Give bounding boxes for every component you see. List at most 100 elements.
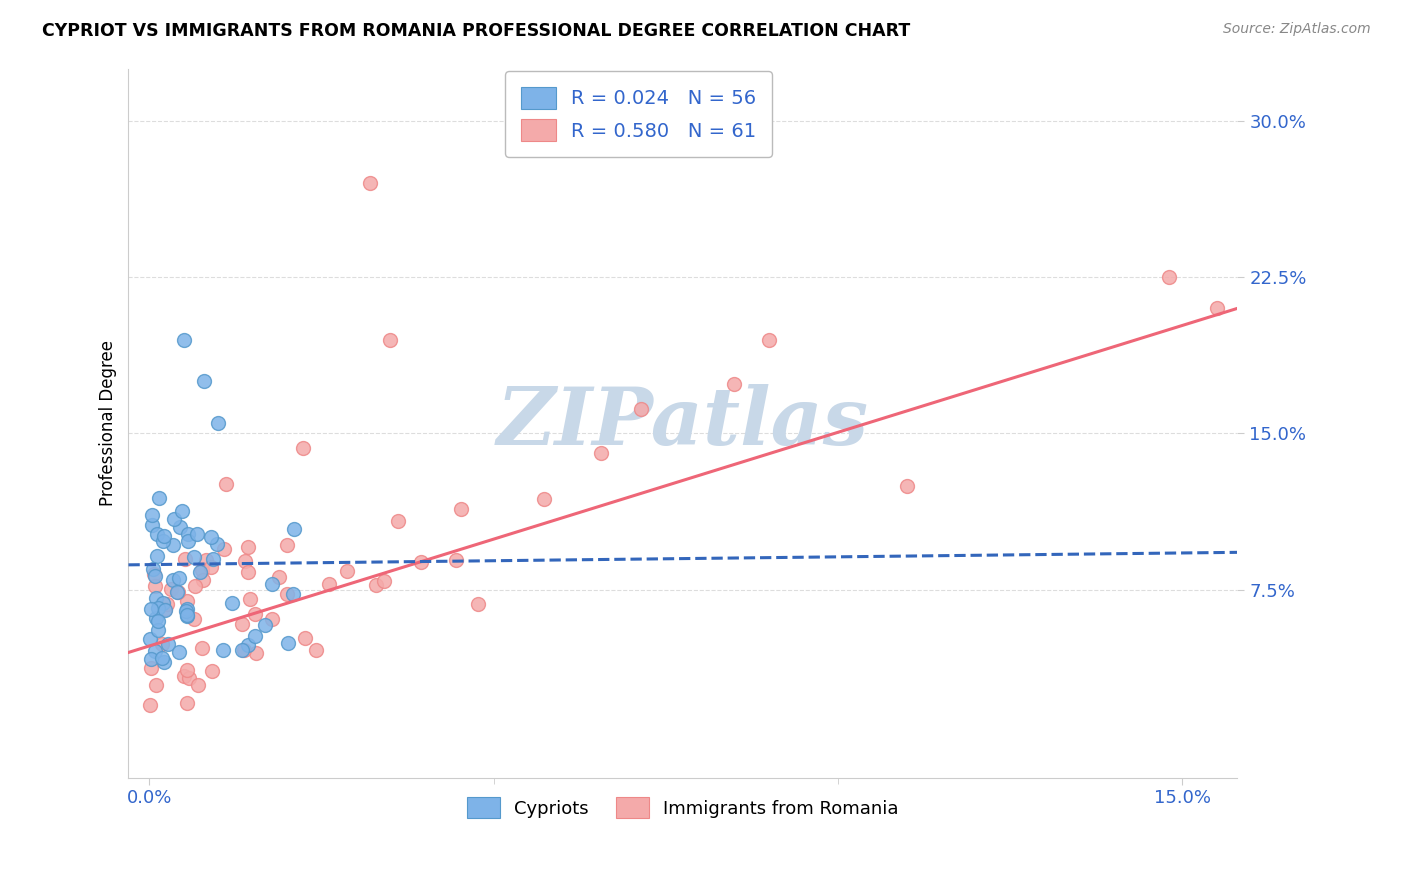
Point bbox=[236, 540, 259, 554]
Point bbox=[150, 650, 173, 665]
Point bbox=[143, 567, 166, 582]
Point bbox=[380, 333, 402, 347]
Point bbox=[153, 655, 176, 669]
Point bbox=[145, 678, 167, 692]
Point bbox=[191, 573, 214, 587]
Point bbox=[318, 577, 340, 591]
Point bbox=[188, 566, 211, 580]
Point bbox=[156, 597, 179, 611]
Point bbox=[336, 565, 359, 579]
Point bbox=[139, 698, 162, 712]
Legend: Cypriots, Immigrants from Romania: Cypriots, Immigrants from Romania bbox=[460, 790, 905, 825]
Point bbox=[176, 607, 198, 622]
Point bbox=[169, 520, 191, 534]
Point bbox=[148, 491, 170, 506]
Point bbox=[177, 672, 200, 686]
Point bbox=[177, 527, 200, 541]
Point bbox=[143, 578, 166, 592]
Point bbox=[364, 578, 387, 592]
Point bbox=[1205, 301, 1227, 316]
Point bbox=[159, 582, 181, 596]
Point bbox=[283, 587, 305, 601]
Point bbox=[200, 530, 222, 544]
Point bbox=[232, 642, 254, 657]
Point bbox=[758, 333, 780, 347]
Point bbox=[163, 512, 186, 526]
Point bbox=[139, 601, 162, 615]
Point bbox=[176, 601, 198, 615]
Point bbox=[207, 537, 229, 551]
Point bbox=[260, 577, 283, 591]
Point bbox=[896, 478, 918, 492]
Point bbox=[183, 549, 205, 564]
Point bbox=[187, 677, 209, 691]
Point bbox=[254, 617, 277, 632]
Point bbox=[148, 600, 170, 615]
Point bbox=[359, 176, 381, 190]
Text: ZIPatlas: ZIPatlas bbox=[496, 384, 869, 462]
Point bbox=[446, 553, 468, 567]
Point bbox=[156, 636, 179, 650]
Point bbox=[143, 643, 166, 657]
Point bbox=[212, 542, 235, 557]
Point bbox=[243, 607, 266, 621]
Point bbox=[170, 504, 193, 518]
Point bbox=[183, 612, 205, 626]
Point bbox=[238, 638, 260, 652]
Point bbox=[153, 602, 176, 616]
Point bbox=[139, 651, 162, 665]
Point bbox=[215, 477, 238, 491]
Point bbox=[145, 591, 167, 605]
Point bbox=[276, 587, 298, 601]
Point bbox=[201, 664, 224, 678]
Point bbox=[194, 552, 217, 566]
Point bbox=[221, 596, 243, 610]
Point bbox=[152, 534, 174, 549]
Point bbox=[166, 584, 188, 599]
Point bbox=[141, 508, 163, 522]
Point bbox=[276, 538, 298, 552]
Point bbox=[283, 522, 305, 536]
Point bbox=[231, 616, 253, 631]
Point bbox=[212, 643, 235, 657]
Point bbox=[191, 563, 214, 577]
Point bbox=[294, 632, 316, 646]
Point bbox=[146, 527, 169, 541]
Point bbox=[467, 597, 489, 611]
Point bbox=[143, 568, 166, 582]
Point bbox=[145, 610, 167, 624]
Point bbox=[200, 559, 222, 574]
Text: CYPRIOT VS IMMIGRANTS FROM ROMANIA PROFESSIONAL DEGREE CORRELATION CHART: CYPRIOT VS IMMIGRANTS FROM ROMANIA PROFE… bbox=[42, 22, 911, 40]
Point bbox=[184, 579, 207, 593]
Point bbox=[176, 696, 198, 710]
Point bbox=[723, 377, 745, 392]
Point bbox=[450, 502, 472, 516]
Point bbox=[267, 570, 290, 584]
Point bbox=[152, 596, 174, 610]
Point bbox=[231, 643, 253, 657]
Point bbox=[201, 552, 224, 566]
Point bbox=[236, 565, 259, 579]
Point bbox=[387, 514, 409, 528]
Point bbox=[176, 663, 198, 677]
Point bbox=[245, 646, 267, 660]
Point bbox=[630, 402, 652, 417]
Point bbox=[153, 529, 176, 543]
Point bbox=[176, 609, 198, 624]
Point bbox=[1157, 270, 1180, 285]
Point bbox=[373, 574, 395, 588]
Point bbox=[409, 555, 432, 569]
Point bbox=[186, 527, 208, 541]
Point bbox=[142, 562, 165, 576]
Point bbox=[141, 517, 163, 532]
Point bbox=[146, 614, 169, 628]
Point bbox=[141, 661, 163, 675]
Point bbox=[176, 594, 198, 608]
Point bbox=[243, 629, 266, 643]
Point bbox=[173, 552, 195, 566]
Point bbox=[162, 538, 184, 552]
Point bbox=[167, 645, 190, 659]
Point bbox=[277, 636, 299, 650]
Y-axis label: Professional Degree: Professional Degree bbox=[100, 340, 117, 506]
Point bbox=[291, 442, 314, 456]
